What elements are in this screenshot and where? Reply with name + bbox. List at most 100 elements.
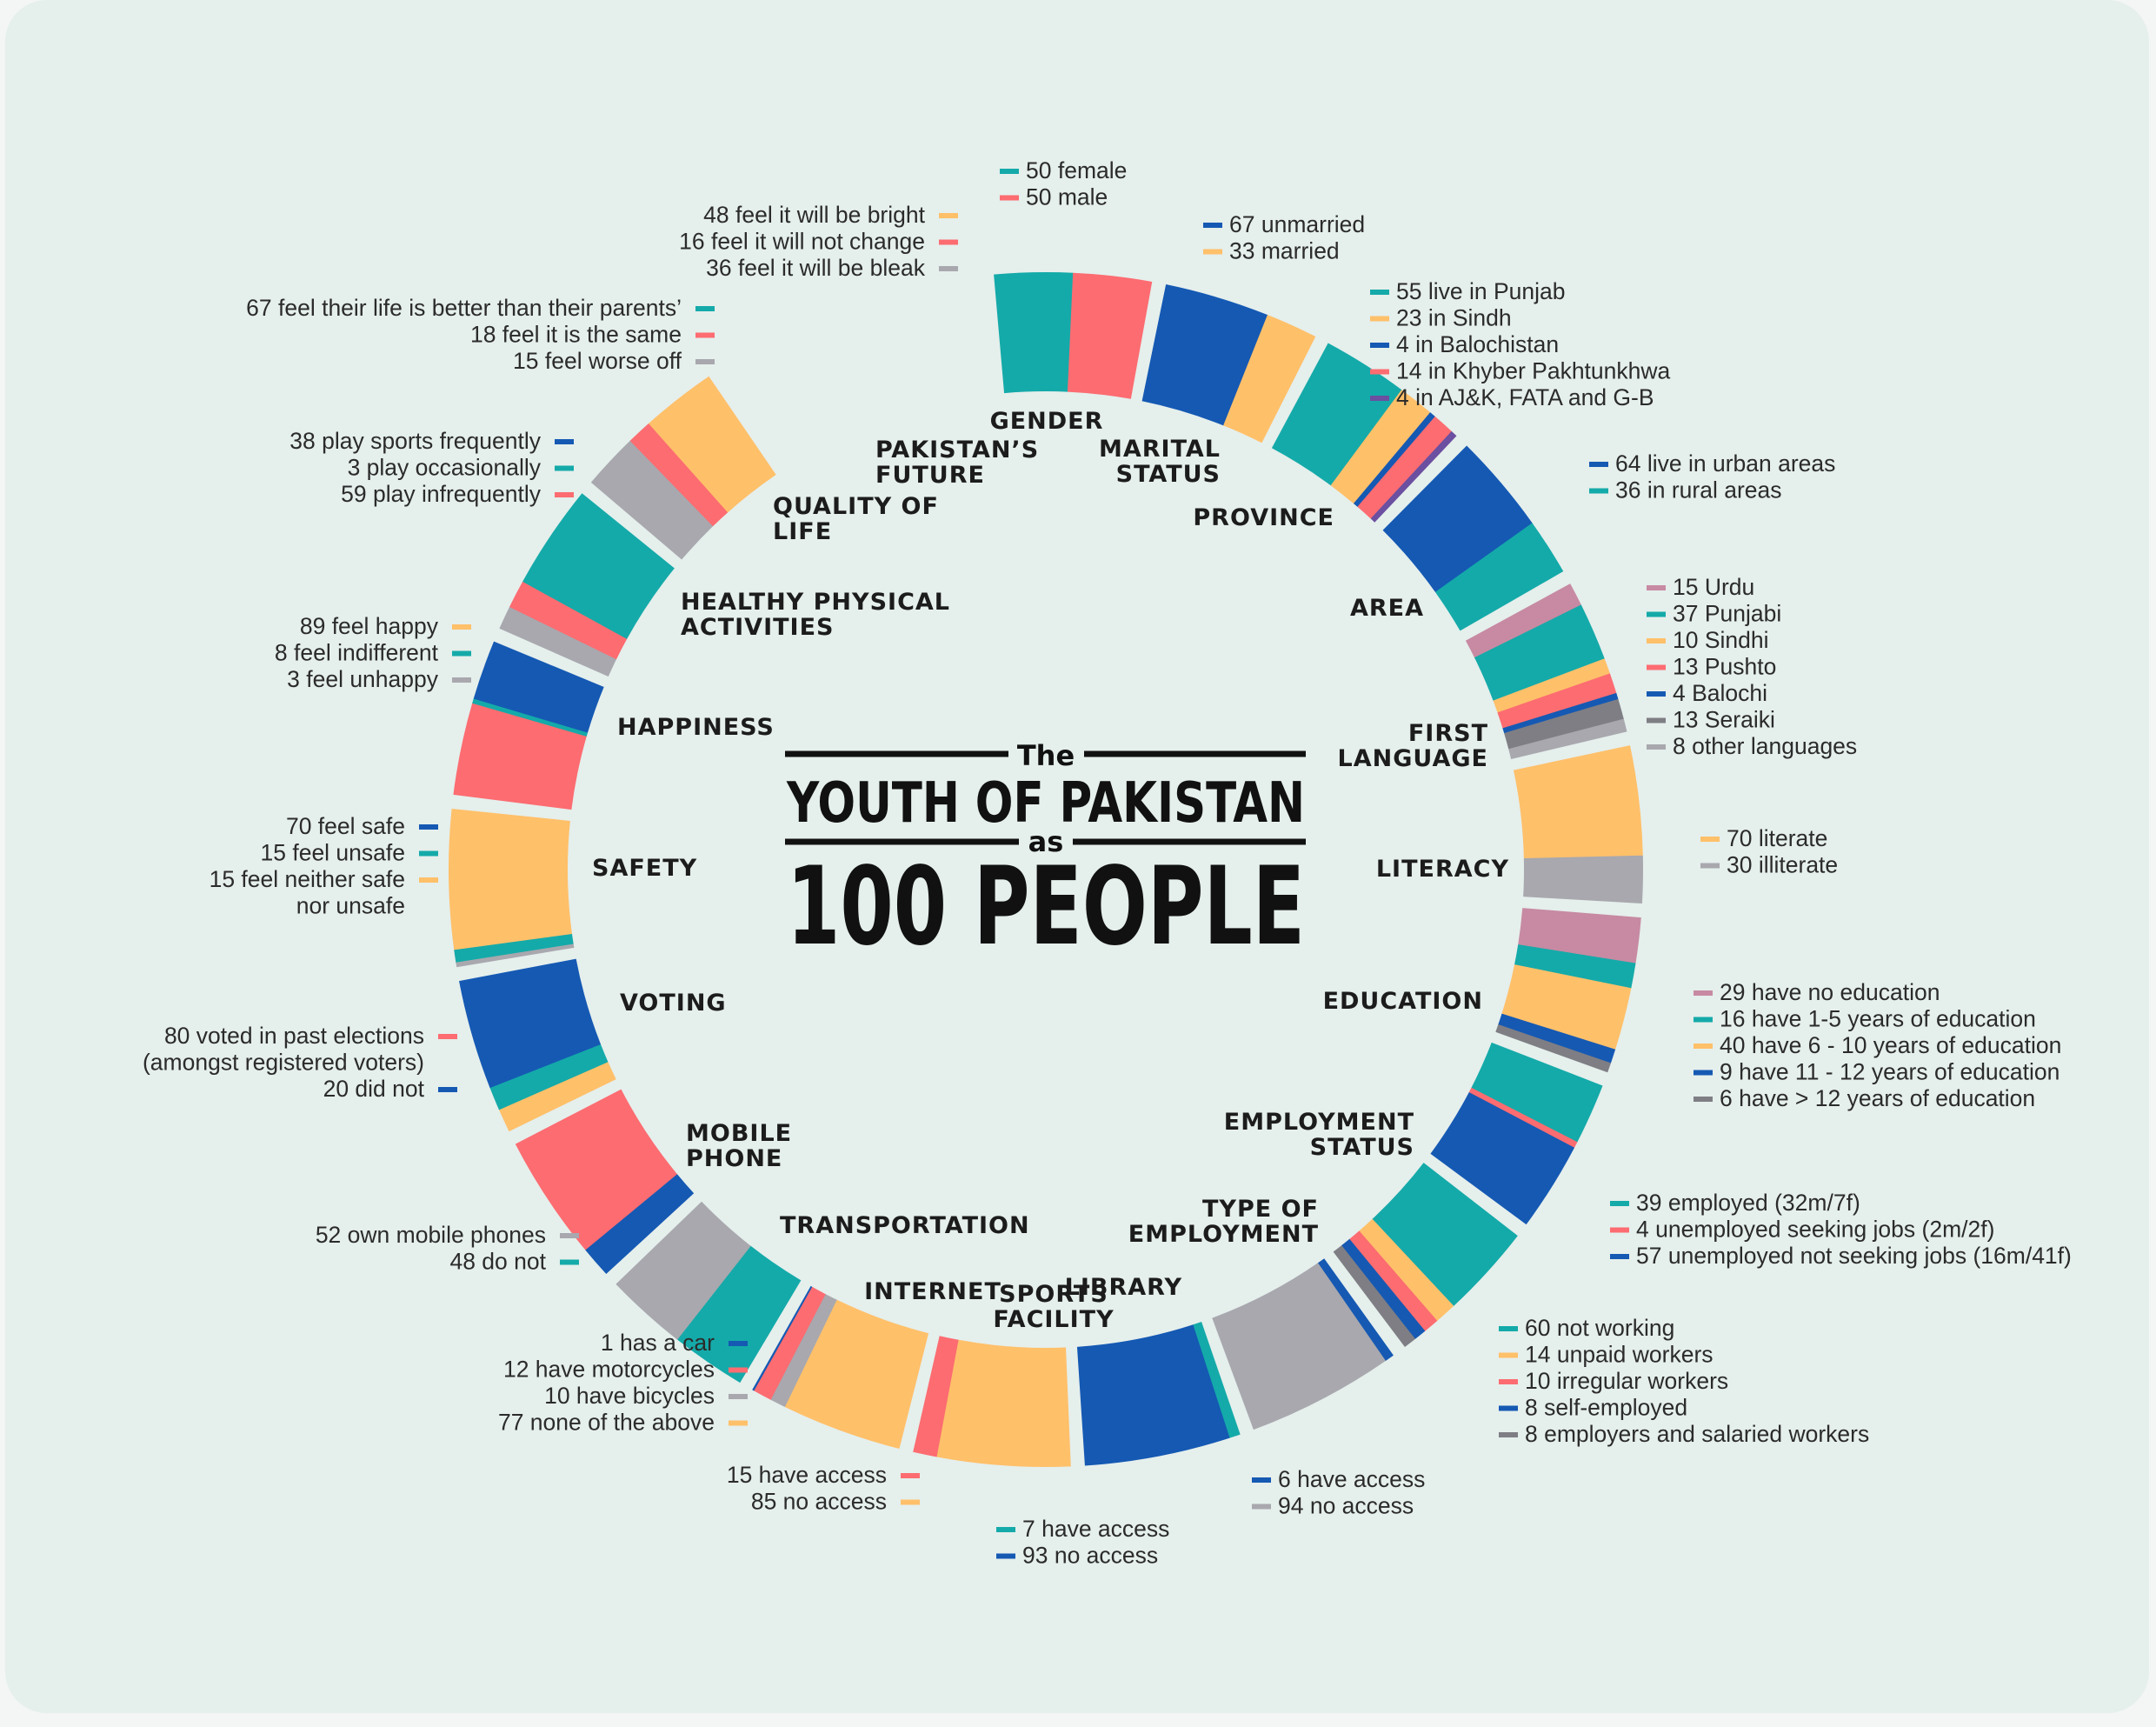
segment-type-of-employment-4 [1333,1245,1415,1348]
segment-sports-facility-0 [1192,1322,1241,1438]
legend-label-quality-of-life-0: 67 feel their life is better than their … [246,295,682,321]
segment-pakistan-s-future-1 [629,423,729,527]
legend-marker-safety-0 [419,824,438,830]
legend-label-quality-of-life-2: 15 feel worse off [513,348,682,374]
legend-marker-type-of-employment-4 [1499,1432,1518,1437]
legend-marker-sports-facility-1 [996,1553,1015,1559]
legend-label-marital-status-1: 33 married [1229,238,1340,264]
segment-healthy-physical-activities-1 [472,697,589,737]
segment-literacy-1 [1523,855,1644,904]
segment-happiness-0 [456,944,575,968]
legend-label-transportation-1: 12 have motorcycles [503,1357,715,1383]
legend-marker-education-3 [1694,1070,1713,1076]
legend-label-voting-0: 80 voted in past elections (amongst regis… [143,1023,424,1076]
legend-label-area-1: 36 in rural areas [1615,477,1782,503]
legend-label-first-language-6: 8 other languages [1673,733,1857,759]
category-label-marital-status: MARITAL STATUS [1099,436,1221,488]
legend-label-sports-facility-1: 93 no access [1022,1543,1158,1569]
segment-safety-1 [489,1044,609,1110]
segment-internet-0 [935,1339,1071,1468]
segment-marital-status-1 [1223,315,1316,443]
category-label-pakistan-s-future: PAKISTAN’S FUTURE [875,437,1039,489]
legend-label-education-2: 40 have 6 - 10 years of education [1720,1032,2061,1058]
legend-marker-first-language-4 [1647,691,1666,697]
segment-province-4 [1370,430,1457,523]
segment-library-1 [1212,1263,1386,1430]
segment-education-4 [1495,1024,1612,1073]
legend-label-healthy-physical-activities-1: 3 play occasionally [348,455,542,481]
legend-marker-healthy-physical-activities-1 [555,465,574,471]
segment-employment-status-0 [1471,1042,1603,1143]
category-label-internet: INTERNET [864,1278,1001,1305]
legend-marker-internet-1 [901,1499,920,1505]
category-label-sports-facility: SPORTS FACILITY [993,1281,1114,1333]
segment-voting-0 [584,1173,695,1275]
legend-marker-sports-facility-0 [996,1527,1015,1532]
segment-first-language-4 [1502,692,1619,734]
segment-safety-0 [498,1061,616,1132]
legend-label-pakistan-s-future-2: 36 feel it will be bleak [706,255,926,281]
legend-label-gender-0: 50 female [1026,157,1127,183]
legend-label-employment-status-2: 57 unemployed not seeking jobs (16m/41f) [1636,1243,2072,1269]
legend-label-employment-status-0: 39 employed (32m/7f) [1636,1190,1860,1216]
category-label-happiness: HAPPINESS [617,714,775,741]
segment-type-of-employment-2 [1348,1230,1438,1331]
legend-label-province-4: 4 in AJ&K, FATA and G-B [1396,384,1654,410]
legend-marker-first-language-3 [1647,664,1666,670]
legend-label-transportation-2: 10 have bicycles [544,1383,715,1409]
legend-marker-education-2 [1694,1044,1713,1049]
legend-label-province-2: 4 in Balochistan [1396,331,1559,357]
legend-label-type-of-employment-4: 8 employers and salaried workers [1525,1421,1869,1447]
legend-marker-education-0 [1694,990,1713,996]
legend-label-gender-1: 50 male [1026,184,1108,210]
legend-marker-transportation-0 [729,1341,748,1346]
segment-area-0 [1382,445,1533,593]
segment-education-1 [1514,944,1636,989]
legend-label-type-of-employment-3: 8 self-employed [1525,1395,1687,1421]
legend-marker-type-of-employment-1 [1499,1352,1518,1358]
category-label-employment-status: EMPLOYMENT STATUS [1224,1109,1414,1161]
legend-marker-healthy-physical-activities-0 [555,439,574,444]
legend-marker-pakistan-s-future-0 [939,213,958,218]
legend-marker-employment-status-0 [1610,1201,1629,1206]
legend-label-first-language-4: 4 Balochi [1673,680,1767,706]
legend-marker-happiness-1 [452,650,471,657]
category-label-education: EDUCATION [1323,988,1483,1015]
legend-marker-first-language-0 [1647,585,1666,590]
legend-label-province-1: 23 in Sindh [1396,305,1512,331]
legend-label-type-of-employment-0: 60 not working [1525,1315,1674,1341]
category-label-mobile-phone: MOBILE PHONE [686,1120,792,1172]
legend-label-education-4: 6 have > 12 years of education [1720,1085,2035,1111]
segment-pakistan-s-future-2 [649,376,776,513]
legend-marker-first-language-5 [1647,717,1666,723]
category-label-library: LIBRARY [1065,1274,1182,1301]
legend-marker-type-of-employment-3 [1499,1405,1518,1411]
legend-marker-safety-1 [419,850,438,857]
legend-marker-province-4 [1370,396,1389,401]
category-label-healthy-physical-activities: HEALTHY PHYSICAL ACTIVITIES [681,589,950,641]
segment-type-of-employment-0 [1372,1163,1518,1307]
legend-marker-first-language-2 [1647,638,1666,643]
segment-marital-status-0 [1141,284,1268,426]
segment-pakistan-s-future-0 [590,440,714,560]
legend-label-safety-2: 15 feel neither safe nor unsafe [210,866,405,919]
segment-first-language-1 [1474,604,1605,702]
segment-employment-status-2 [1430,1091,1575,1225]
legend-label-healthy-physical-activities-2: 59 play infrequently [341,481,542,507]
category-label-voting: VOTING [620,990,727,1017]
segment-transportation-3 [752,1285,813,1391]
legend-label-happiness-2: 3 feel unhappy [287,666,439,692]
legend-marker-happiness-2 [452,677,471,683]
legend-label-mobile-phone-1: 48 do not [449,1249,546,1275]
legend-label-education-1: 16 have 1-5 years of education [1720,1006,2036,1032]
legend-marker-education-1 [1694,1017,1713,1023]
legend-marker-province-0 [1370,290,1389,295]
segment-internet-1 [913,1336,959,1457]
legend-label-transportation-0: 1 has a car [601,1330,715,1356]
category-label-type-of-employment: TYPE OF EMPLOYMENT [1128,1196,1319,1248]
legend-label-voting-1: 20 did not [323,1076,425,1102]
segment-happiness-1 [454,933,574,963]
legend-label-literacy-0: 70 literate [1727,825,1827,851]
segment-voting-1 [515,1089,677,1250]
segment-library-0 [1317,1258,1394,1362]
